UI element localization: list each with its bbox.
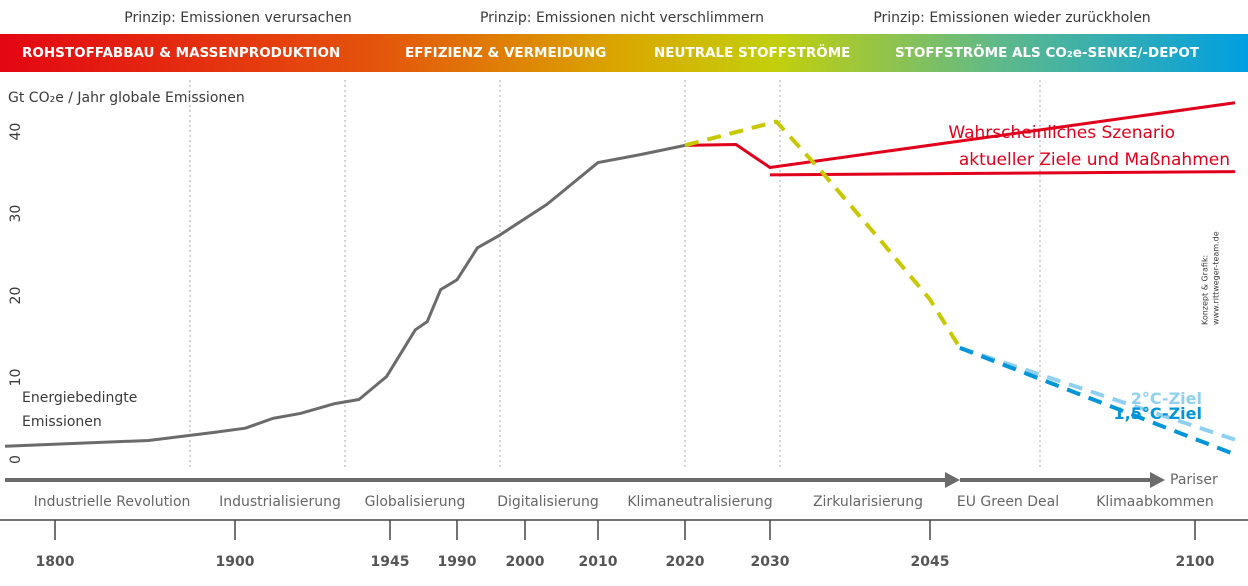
series-label: 1,5°C-Ziel (1113, 404, 1202, 423)
era: Klimaabkommen (1096, 494, 1214, 510)
series-line (684, 119, 962, 349)
era: Klimaneutralisierung (627, 494, 772, 510)
series-line (4, 143, 686, 448)
paris-label: Pariser (1170, 472, 1218, 488)
annotation: aktueller Ziele und Maßnahmen (959, 150, 1230, 170)
y-tick-label: 20 (8, 287, 24, 305)
x-tick-label: 2020 (666, 554, 705, 570)
credit: www.rittweger-team.de (1212, 231, 1221, 325)
y-tick-label: 0 (8, 455, 24, 464)
era: Zirkularisierung (813, 494, 923, 510)
phase-label: EFFIZIENZ & VERMEIDUNG (405, 45, 606, 61)
series-line (959, 345, 1236, 442)
x-tick-label: 2010 (579, 554, 618, 570)
x-tick-label: 1990 (438, 554, 477, 570)
x-tick-label: 2100 (1176, 554, 1215, 570)
x-tick-label: 2045 (911, 554, 950, 570)
phase-band (0, 34, 1248, 72)
phase-label: NEUTRALE STOFFSTRÖME (654, 43, 850, 61)
x-tick-label: 1800 (36, 554, 75, 570)
era: Industrielle Revolution (34, 494, 191, 510)
phase-label: ROHSTOFFABBAU & MASSENPRODUKTION (22, 45, 340, 61)
era: Industrialisierung (219, 494, 341, 510)
y-tick-label: 30 (8, 205, 24, 223)
series-line (959, 345, 1236, 457)
era: EU Green Deal (957, 494, 1059, 510)
era: Globalisierung (365, 494, 466, 510)
series-line (769, 170, 1236, 177)
axis-title: Gt CO₂e / Jahr globale Emissionen (8, 90, 245, 106)
credit: Konzept & Grafik: (1201, 255, 1210, 325)
phase-label: STOFFSTRÖME ALS CO₂e-SENKE/-DEPOT (895, 43, 1200, 61)
x-tick-label: 2000 (506, 554, 545, 570)
principle: Prinzip: Emissionen verursachen (124, 10, 351, 26)
arrow-head (945, 472, 960, 488)
dividers (189, 80, 1041, 470)
x-tick-label: 2030 (751, 554, 790, 570)
annotation: Emissionen (22, 414, 102, 430)
annotation: Energiebedingte (22, 390, 137, 406)
series-label: 2°C-Ziel (1131, 389, 1202, 408)
x-tick-label: 1900 (216, 554, 255, 570)
annotation: Wahrscheinliches Szenario (948, 123, 1175, 143)
y-tick-label: 10 (8, 369, 24, 387)
series-line (684, 101, 1236, 170)
era: Digitalisierung (497, 494, 598, 510)
principle: Prinzip: Emissionen wieder zurückholen (873, 10, 1150, 26)
arrow-head (1150, 472, 1165, 488)
x-tick-label: 1945 (371, 554, 410, 570)
y-tick-label: 40 (8, 123, 24, 141)
principle: Prinzip: Emissionen nicht verschlimmern (480, 10, 764, 26)
